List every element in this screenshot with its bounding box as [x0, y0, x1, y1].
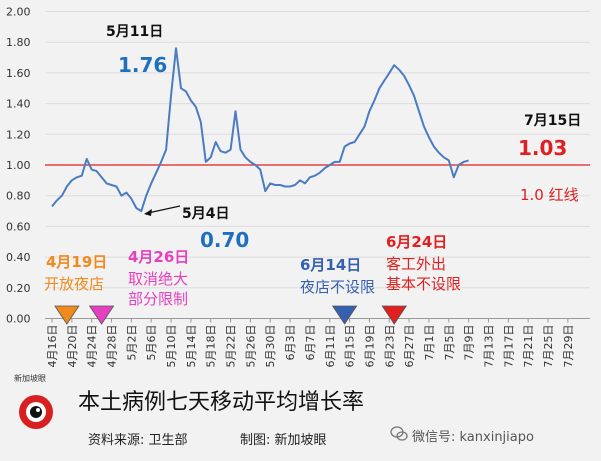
y-tick-label: 0.80 — [6, 190, 31, 203]
red-threshold-line: 1.0 红线 — [45, 164, 590, 204]
annotation-date: 7月15日 — [524, 113, 581, 129]
data-source: 资料来源: 卫生部 — [88, 433, 188, 448]
annotation-date: 5月4日 — [182, 206, 229, 222]
y-tick-label: 1.00 — [6, 159, 31, 172]
event-date: 6月24日 — [386, 233, 447, 251]
x-tick-label: 4月16日 — [46, 325, 59, 368]
x-tick-label: 7月1日 — [423, 325, 436, 361]
chart-title: 本土病例七天移动平均增长率 — [78, 390, 365, 415]
x-tick-label: 7月9日 — [463, 325, 476, 361]
red-line-label: 1.0 红线 — [520, 186, 579, 204]
event-marker-triangle — [381, 305, 407, 325]
y-tick-label: 0.20 — [6, 282, 31, 295]
x-tick-label: 6月27日 — [403, 325, 416, 368]
series-line — [51, 47, 469, 213]
event-marker-triangle — [54, 305, 80, 325]
y-tick-label: 1.80 — [6, 36, 31, 49]
x-tick-label: 5月10日 — [165, 325, 178, 368]
y-tick-label: 0.40 — [6, 251, 31, 264]
x-axis-ticks: 4月16日 4月20日 4月24日 4月28日 5月2日 5月6日 5月10日 5月14日 5月… — [46, 318, 575, 368]
x-tick-label: 7月21日 — [522, 325, 535, 368]
x-tick-label: 7月5日 — [443, 325, 456, 361]
x-tick-label: 6月19日 — [363, 325, 376, 368]
event-date: 4月26日 — [128, 248, 189, 266]
x-tick-label: 5月2日 — [125, 325, 138, 361]
wechat-id: 微信号: kanxinjiapo — [412, 430, 534, 445]
x-tick-label: 6月23日 — [383, 325, 396, 368]
x-tick-label: 7月25日 — [542, 325, 555, 368]
x-tick-label: 6月3日 — [284, 325, 297, 361]
x-tick-label: 7月29日 — [562, 325, 575, 368]
event-date: 4月19日 — [46, 253, 107, 271]
x-tick-label: 5月6日 — [145, 325, 158, 361]
annotation-value: 0.70 — [200, 228, 249, 252]
growth-rate-series — [51, 47, 469, 213]
y-tick-label: 0.00 — [6, 313, 31, 326]
event-date: 6月14日 — [300, 256, 361, 274]
x-tick-label: 5月30日 — [264, 325, 277, 368]
annotation-arrowhead — [144, 209, 152, 216]
event-label: 基本不设限 — [386, 275, 461, 293]
annotation-arrow — [147, 205, 181, 214]
event-label: 客工外出 — [386, 255, 446, 273]
y-tick-label: 1.40 — [6, 98, 31, 111]
y-axis-ticks: 0.00 0.20 0.40 0.60 0.80 1.00 1.20 1.40 1.60 1.80… — [6, 6, 31, 326]
x-tick-label: 6月11日 — [324, 325, 337, 368]
x-tick-label: 4月28日 — [106, 325, 119, 368]
event-label: 取消绝大 — [128, 270, 188, 288]
x-tick-label: 5月18日 — [205, 325, 218, 368]
logo-text: 新加坡眼 — [14, 374, 46, 383]
gridlines — [45, 11, 590, 319]
y-tick-label: 1.60 — [6, 67, 31, 80]
xinjiapoyan-logo-icon — [19, 395, 53, 429]
event-label: 部分限制 — [128, 290, 188, 308]
x-tick-label: 7月17日 — [502, 325, 515, 368]
x-tick-label: 6月7日 — [304, 325, 317, 361]
x-tick-label: 4月24日 — [86, 325, 99, 368]
x-tick-label: 5月26日 — [244, 325, 257, 368]
event-marker-triangle — [331, 305, 358, 325]
y-tick-label: 2.00 — [6, 6, 31, 19]
y-tick-label: 0.60 — [6, 220, 31, 233]
wechat-icon — [390, 426, 408, 441]
event-marker-triangle — [88, 305, 115, 325]
y-tick-label: 1.20 — [6, 128, 31, 141]
event-label: 夜店不设限 — [300, 278, 375, 296]
x-tick-label: 5月14日 — [185, 325, 198, 368]
annotation-value: 1.03 — [518, 136, 567, 160]
annotation-date: 5月11日 — [106, 24, 163, 40]
footer — [0, 372, 601, 461]
chart-maker: 制图: 新加坡眼 — [240, 433, 327, 448]
x-tick-label: 7月13日 — [482, 325, 495, 368]
annotation-value: 1.76 — [118, 53, 167, 77]
x-tick-label: 6月15日 — [344, 325, 357, 368]
annotations: 5月11日 1.76 5月4日 0.70 7月15日 1.03 — [106, 24, 581, 252]
x-tick-label: 5月22日 — [225, 325, 238, 368]
x-tick-label: 4月20日 — [66, 325, 79, 368]
event-label: 开放夜店 — [44, 275, 104, 293]
